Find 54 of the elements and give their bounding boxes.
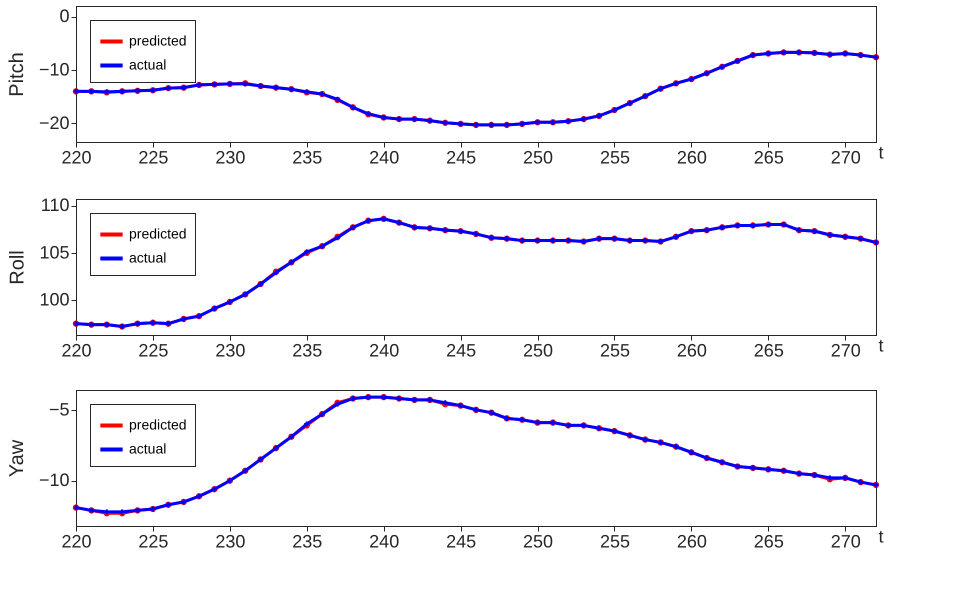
x-tick-label: 220 <box>61 340 92 360</box>
x-axis-title: t <box>878 336 884 356</box>
legend-label: predicted <box>129 32 187 48</box>
legend-label: actual <box>129 250 166 266</box>
x-tick-label: 255 <box>600 340 630 360</box>
x-tick-label: 230 <box>215 340 246 360</box>
x-tick-label: 270 <box>830 148 861 168</box>
legend-label: actual <box>129 56 166 72</box>
legend-label: predicted <box>129 226 187 242</box>
x-tick-label: 250 <box>523 148 554 168</box>
y-tick-label: 105 <box>39 242 70 262</box>
x-axis-title: t <box>878 526 884 546</box>
y-axis-title: Pitch <box>6 52 28 97</box>
x-tick-label: 245 <box>446 340 476 360</box>
y-axis-title: Roll <box>6 250 28 285</box>
y-tick-label: −20 <box>38 112 70 133</box>
x-tick-label: 250 <box>523 532 554 552</box>
y-tick-label: −10 <box>38 60 70 80</box>
x-tick-label: 235 <box>292 340 322 360</box>
x-tick-label: 245 <box>446 532 476 552</box>
x-tick-label: 235 <box>292 532 322 552</box>
x-tick-label: 225 <box>138 340 168 360</box>
x-tick-label: 220 <box>61 148 92 168</box>
x-tick-label: 265 <box>754 340 784 360</box>
x-tick-label: 255 <box>600 532 630 552</box>
x-tick-label: 230 <box>215 148 246 168</box>
x-tick-label: 245 <box>446 148 476 168</box>
y-tick-label: 110 <box>40 195 70 216</box>
x-tick-label: 260 <box>676 148 707 168</box>
x-tick-label: 270 <box>830 532 861 552</box>
y-axis-title: Yaw <box>6 439 28 478</box>
y-tick-label: −5 <box>48 399 70 420</box>
point <box>304 422 310 426</box>
x-tick-label: 265 <box>754 532 784 552</box>
x-tick-label: 240 <box>369 532 400 552</box>
y-tick-label: −10 <box>38 470 70 490</box>
x-tick-label: 255 <box>600 148 630 168</box>
x-tick-label: 240 <box>369 148 400 168</box>
x-tick-label: 265 <box>754 148 784 168</box>
x-tick-label: 240 <box>369 340 400 360</box>
x-tick-label: 250 <box>523 340 554 360</box>
x-tick-label: 235 <box>292 148 322 168</box>
x-tick-label: 225 <box>138 532 168 552</box>
legend-label: predicted <box>129 416 187 432</box>
x-tick-label: 230 <box>215 532 246 552</box>
x-tick-label: 260 <box>676 532 707 552</box>
x-tick-label: 220 <box>61 532 92 552</box>
y-tick-label: 0 <box>59 6 70 26</box>
legend-label: actual <box>129 440 166 456</box>
x-tick-label: 225 <box>138 148 168 168</box>
x-tick-label: 270 <box>830 340 861 360</box>
y-tick-label: 100 <box>39 290 70 310</box>
x-tick-label: 260 <box>676 340 707 360</box>
x-axis-title: t <box>878 142 884 162</box>
